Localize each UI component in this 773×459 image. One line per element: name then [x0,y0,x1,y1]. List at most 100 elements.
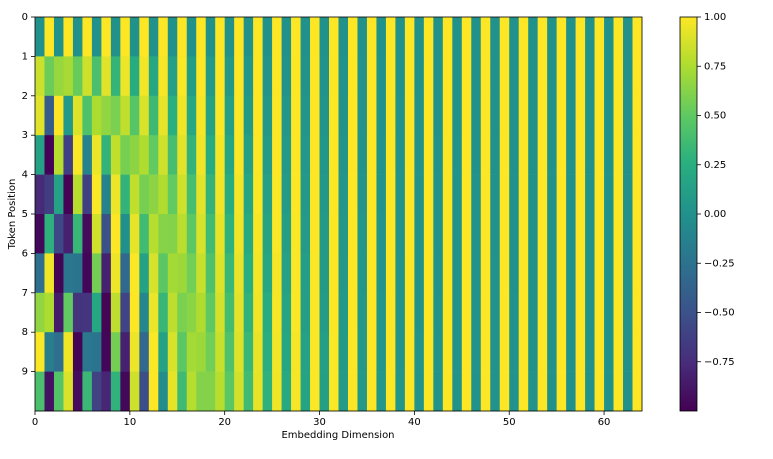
heatmap-cell [338,253,349,294]
heatmap-cell [120,95,131,136]
heatmap-cell [395,17,406,57]
heatmap-cell [613,371,624,412]
heatmap-cell [139,135,150,175]
heatmap-cell [44,95,55,136]
heatmap-cell [243,332,254,372]
heatmap-cell [91,135,102,175]
heatmap-cell [518,214,529,254]
heatmap-cell [452,95,463,136]
heatmap-cell [215,95,225,136]
heatmap-cell [110,214,121,254]
heatmap-cell [347,292,358,333]
x-axis-label: Embedding Dimension [281,430,394,441]
heatmap-cell [101,292,112,333]
heatmap-cell [414,56,425,97]
colorbar-tick-label: 0.50 [704,111,726,122]
heatmap-cell [594,95,605,136]
heatmap-cell [518,332,529,372]
heatmap-cell [300,95,311,136]
heatmap-cell [338,135,349,175]
heatmap-cell [272,332,282,372]
heatmap-cell [281,253,292,294]
heatmap-cell [499,371,510,412]
heatmap-cell [604,174,614,215]
heatmap-cell [537,174,548,215]
heatmap-cell [139,56,150,97]
heatmap-cell [91,95,102,136]
heatmap-cell [129,174,140,215]
heatmap-cell [347,332,358,372]
heatmap-cell [101,253,112,294]
heatmap-cell [480,253,491,294]
heatmap-cell [148,135,159,175]
heatmap-cell [509,332,520,372]
heatmap-cell [329,56,339,97]
heatmap-cell [347,135,358,175]
heatmap-cell [186,95,197,136]
heatmap-cell [604,214,614,254]
heatmap-cell [300,135,311,175]
heatmap-cell [234,214,244,254]
heatmap-cell [243,17,254,57]
heatmap-cell [215,174,225,215]
x-tick-label: 20 [218,417,231,428]
heatmap-cell [594,253,605,294]
heatmap-cell [433,292,444,333]
heatmap-cell [205,371,216,412]
heatmap-cell [148,371,159,412]
heatmap-cell [556,95,567,136]
heatmap-cell [461,174,472,215]
heatmap-cell [632,292,643,333]
heatmap-cell [186,332,197,372]
heatmap-cell [414,332,425,372]
heatmap-cell [243,253,254,294]
heatmap-cell [35,253,45,294]
heatmap-cell [499,214,510,254]
heatmap-cell [205,95,216,136]
heatmap-cell [44,56,55,97]
heatmap-cell [72,253,83,294]
heatmap-cell [167,371,178,412]
heatmap-cell [177,95,188,136]
heatmap-cell [35,371,45,412]
heatmap-cell [433,371,444,412]
heatmap-cell [585,135,595,175]
heatmap-cell [91,332,102,372]
heatmap-cell [623,56,633,97]
heatmap-cell [556,292,567,333]
heatmap-cell [347,214,358,254]
heatmap-cell [319,371,330,412]
heatmap-cell [310,371,320,412]
heatmap-cell [537,56,548,97]
heatmap-cell [385,95,396,136]
heatmap-cell [319,214,330,254]
heatmap-cell [594,371,605,412]
heatmap-cell [585,371,595,412]
heatmap-cell [423,292,434,333]
heatmap-cell [433,214,444,254]
heatmap-cell [101,135,112,175]
heatmap-cell [537,253,548,294]
x-tick-label: 50 [503,417,516,428]
heatmap-cell [158,371,169,412]
heatmap-cell [177,253,188,294]
heatmap-cell [585,174,595,215]
heatmap-cell [404,95,415,136]
heatmap-cell [158,56,169,97]
heatmap-cell [518,174,529,215]
heatmap-cell [366,292,377,333]
heatmap-cell [329,332,339,372]
heatmap-cell [319,95,330,136]
heatmap-cell [499,292,510,333]
heatmap-cell [338,214,349,254]
heatmap-cell [281,214,292,254]
heatmap-cell [461,95,472,136]
heatmap-cell [566,17,576,57]
colorbar-tick-label: 0.25 [704,160,726,171]
heatmap-cell [53,371,64,412]
heatmap-cell [442,214,453,254]
heatmap-cell [148,292,159,333]
heatmap-cell [347,17,358,57]
heatmap-cell [262,214,273,254]
